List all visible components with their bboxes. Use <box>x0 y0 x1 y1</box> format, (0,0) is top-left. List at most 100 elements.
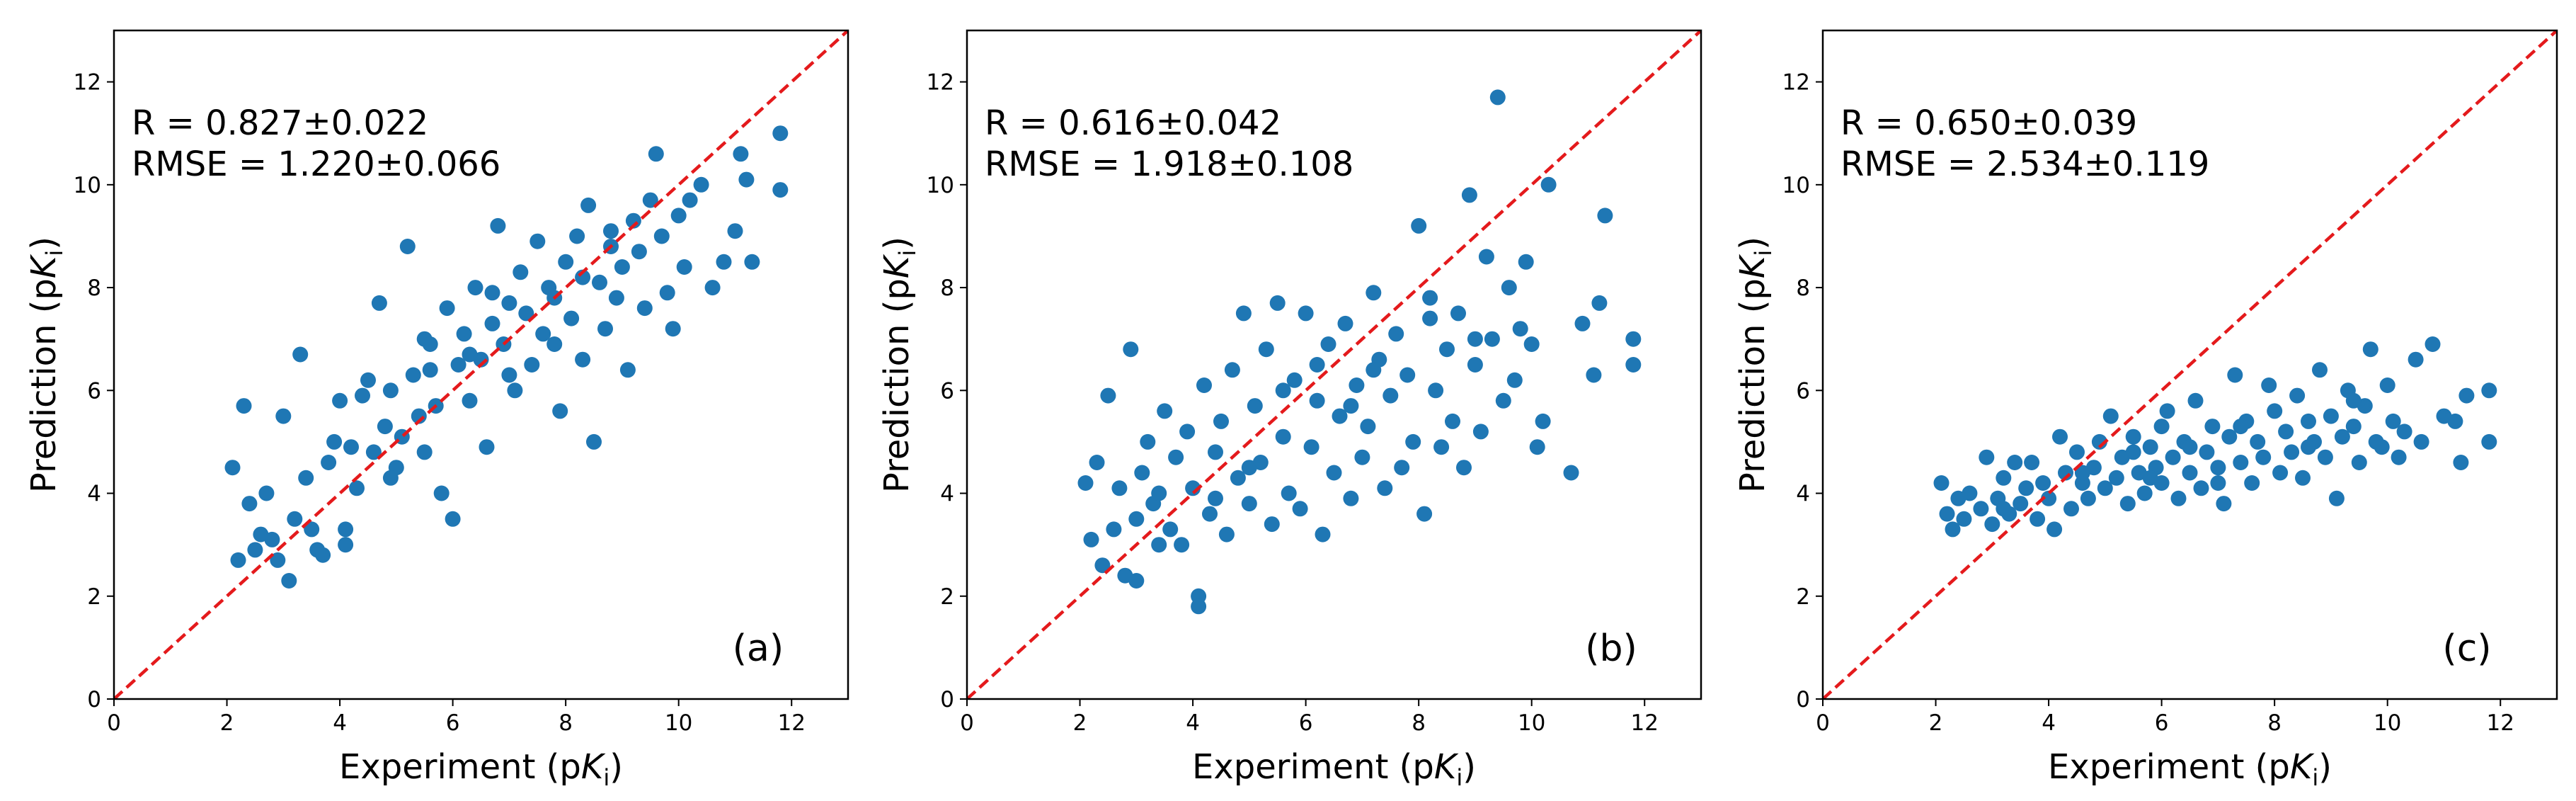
r-stat: R = 0.616±0.042 <box>985 103 1281 143</box>
x-tick-label: 10 <box>665 710 692 736</box>
y-axis-label-main: Prediction (p <box>1733 278 1773 493</box>
data-point <box>636 300 653 317</box>
data-point <box>287 511 303 527</box>
data-point <box>1461 187 1477 203</box>
data-point <box>2250 433 2266 450</box>
data-point <box>1309 357 1325 373</box>
x-tick-label: 0 <box>960 710 974 736</box>
data-point <box>1157 403 1173 419</box>
x-axis-label-italic: K <box>1434 747 1459 787</box>
data-point <box>1563 465 1579 481</box>
y-tick-label: 10 <box>74 173 101 198</box>
data-point <box>1168 449 1184 465</box>
data-point <box>1286 372 1303 388</box>
data-point <box>1213 413 1229 429</box>
data-point <box>349 480 365 496</box>
data-point <box>1315 526 1331 542</box>
x-axis-label-main: Experiment (p <box>339 747 581 787</box>
data-point <box>382 470 399 486</box>
data-point <box>1484 331 1500 347</box>
data-point <box>1939 506 1955 522</box>
data-point <box>2199 444 2215 460</box>
data-point <box>2063 501 2079 517</box>
y-tick-label: 8 <box>1796 275 1810 301</box>
data-point <box>484 285 500 301</box>
data-point <box>399 239 416 254</box>
data-point <box>1450 305 1466 322</box>
x-axis-label-sub: i <box>603 764 609 791</box>
y-tick-label: 2 <box>87 584 101 610</box>
data-point <box>2030 511 2046 527</box>
y-tick-label: 12 <box>1782 70 1810 96</box>
x-tick-label: 8 <box>1412 710 1426 736</box>
data-point <box>2317 449 2333 465</box>
data-point <box>1405 433 1421 450</box>
y-axis-label-italic: K <box>877 254 917 278</box>
x-axis-label-main: Experiment (p <box>2048 747 2290 787</box>
data-point <box>1984 516 2000 533</box>
data-point <box>575 269 591 285</box>
data-point <box>608 290 624 306</box>
y-axis-label-sub: i <box>1750 250 1777 256</box>
data-point <box>733 146 749 162</box>
data-point <box>2097 480 2113 496</box>
data-point <box>1224 362 1240 378</box>
data-point <box>1523 336 1540 352</box>
data-point <box>338 521 354 538</box>
data-point <box>1326 465 1342 481</box>
y-tick-label: 4 <box>940 482 954 507</box>
data-point <box>1360 419 1376 435</box>
x-tick-label: 0 <box>107 710 121 736</box>
data-point <box>2108 470 2124 486</box>
y-tick-label: 4 <box>87 482 101 507</box>
x-tick-label: 8 <box>559 710 573 736</box>
data-point <box>1366 362 1382 378</box>
data-point <box>2204 419 2221 435</box>
data-point <box>2301 439 2316 455</box>
data-point <box>2074 465 2090 481</box>
data-point <box>1625 331 1642 347</box>
y-axis-label-sub: i <box>894 250 921 256</box>
data-point <box>416 444 433 460</box>
data-point <box>2272 465 2289 481</box>
data-point <box>2052 428 2068 445</box>
data-point <box>772 125 789 142</box>
r-stat: R = 0.650±0.039 <box>1841 103 2137 143</box>
data-point <box>1106 521 1122 538</box>
data-point <box>2069 444 2085 460</box>
data-point <box>704 280 721 296</box>
scatter-points <box>1077 89 1642 615</box>
data-point <box>422 336 438 352</box>
data-point <box>2334 428 2350 445</box>
data-point <box>371 295 387 311</box>
data-point <box>332 392 348 409</box>
plot-frame <box>966 29 1702 700</box>
x-tick-label: 12 <box>778 710 806 736</box>
data-point <box>648 146 664 162</box>
data-point <box>1979 449 1995 465</box>
data-point <box>2261 377 2277 393</box>
y-axis-label: Prediction (pKi) <box>877 237 921 493</box>
data-point <box>315 547 331 563</box>
data-point <box>1597 208 1613 224</box>
data-point <box>1230 470 1246 486</box>
data-point <box>642 192 658 208</box>
data-point <box>1298 305 1314 322</box>
data-point <box>411 408 427 424</box>
data-point <box>2374 439 2390 455</box>
data-point <box>2136 485 2153 501</box>
data-point <box>2425 336 2441 352</box>
x-tick-label: 10 <box>1518 710 1545 736</box>
scatter-points <box>1933 336 2497 538</box>
x-axis-label-close: ) <box>609 747 623 787</box>
data-point <box>772 182 789 198</box>
y-axis-label-close: ) <box>24 237 64 250</box>
data-point <box>563 310 580 326</box>
data-point <box>1083 531 1099 547</box>
data-point <box>1162 521 1179 538</box>
y-axis-label-italic: K <box>1733 254 1773 278</box>
data-point <box>1218 526 1235 542</box>
x-tick-label: 6 <box>1299 710 1313 736</box>
data-point <box>1343 398 1359 414</box>
data-point <box>2453 455 2469 470</box>
